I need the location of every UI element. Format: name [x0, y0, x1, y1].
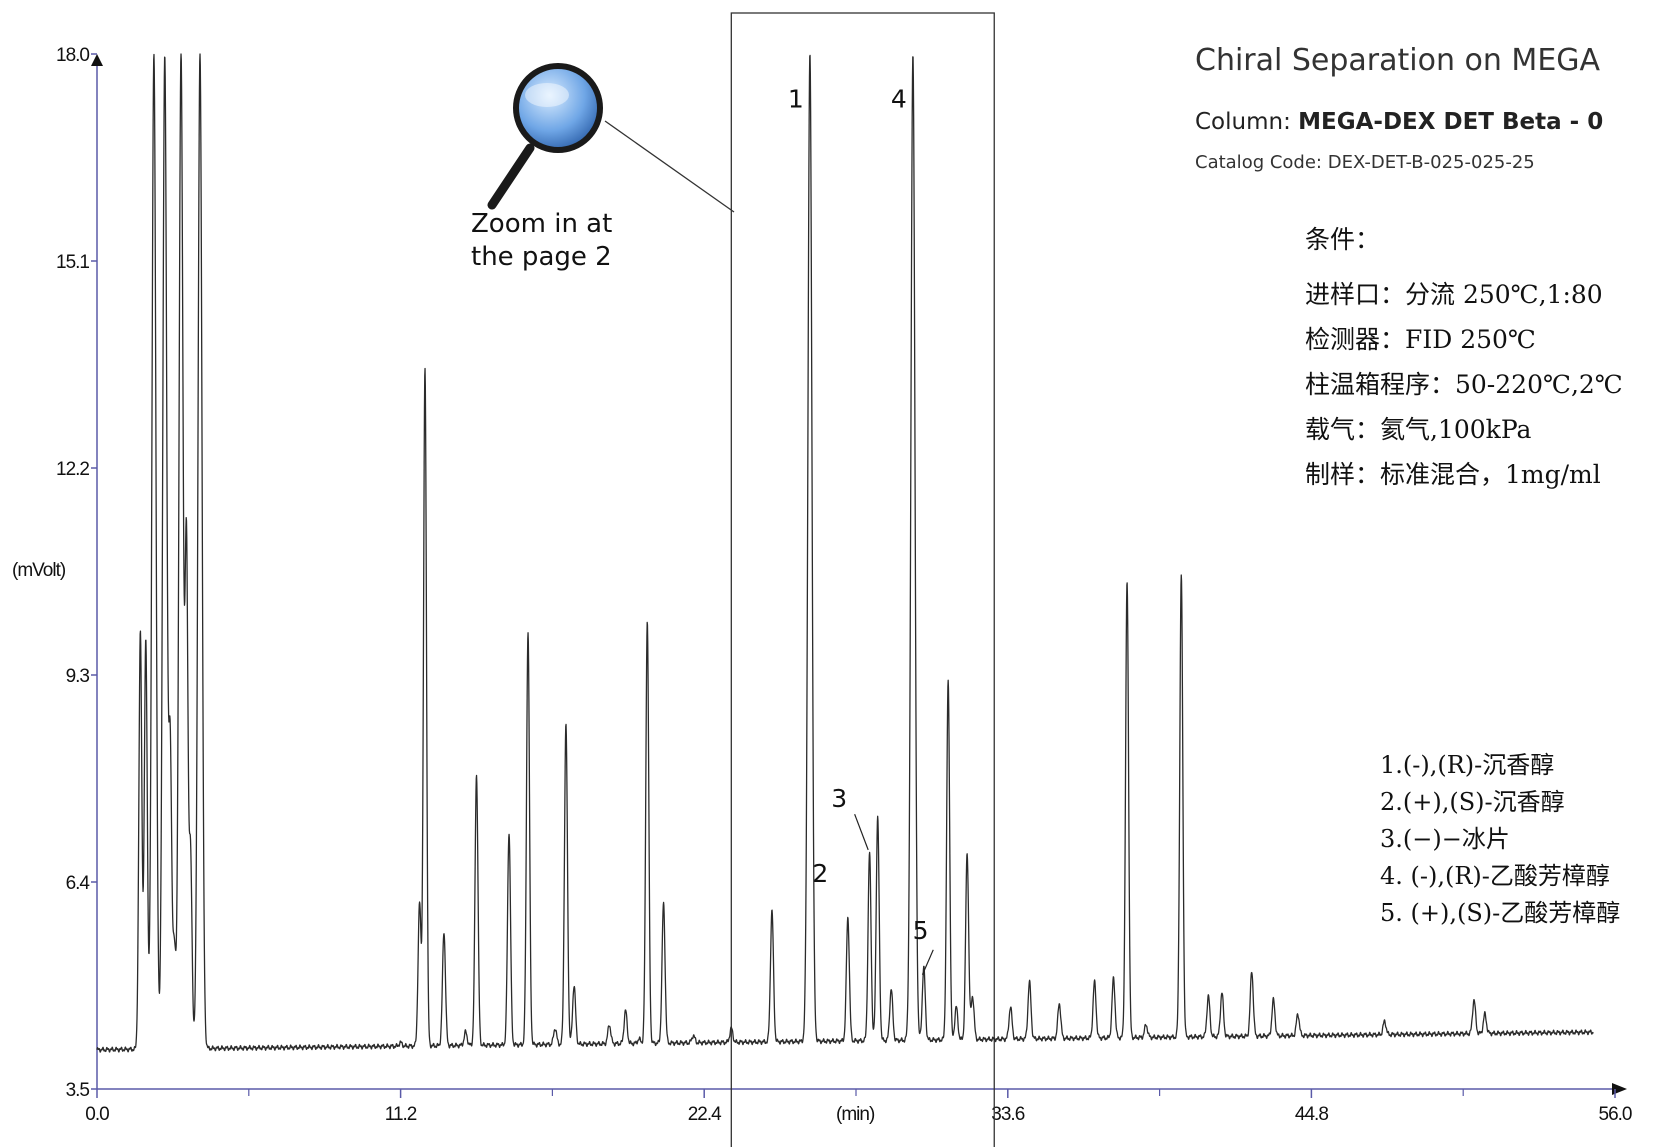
peak-number-label: 3 — [831, 784, 847, 813]
legend-entry: 4. (-),(R)-乙酸芳樟醇 — [1380, 862, 1610, 890]
legend-entry: 5. (+),(S)-乙酸芳樟醇 — [1380, 899, 1620, 927]
column-info: Chiral Separation on MEGA Column: MEGA-D… — [1195, 43, 1603, 173]
peak-number-label: 5 — [913, 916, 929, 945]
peak-number-label: 4 — [891, 85, 907, 114]
zoom-note-line1: Zoom in at — [471, 209, 612, 239]
y-tick-label: 15.1 — [56, 252, 89, 273]
legend-entry: 1.(-),(R)-沉香醇 — [1380, 751, 1554, 779]
peak-5-leader — [921, 949, 934, 976]
x-tick-label: 44.8 — [1295, 1104, 1328, 1125]
x-axis-label: (min) — [836, 1104, 875, 1125]
x-tick-label: 11.2 — [385, 1104, 417, 1125]
magnifier-glare — [525, 83, 569, 107]
column-prefix: Column: — [1195, 109, 1298, 135]
y-axis — [91, 54, 103, 1089]
column-line: Column: MEGA-DEX DET Beta - 0 — [1195, 109, 1603, 135]
condition-line: 检测器：FID 250℃ — [1305, 325, 1536, 354]
peak-number-label: 2 — [812, 859, 828, 888]
condition-line: 载气：氦气,100kPa — [1305, 415, 1532, 444]
magnifier-annotation: Zoom in at the page 2 — [471, 63, 735, 272]
chart-title: Chiral Separation on MEGA — [1195, 43, 1601, 78]
legend-entry: 3.(−)−冰片 — [1380, 825, 1510, 853]
zoom-note-line2: the page 2 — [471, 242, 612, 272]
peak-label-group: 1 4 3 2 5 — [788, 85, 934, 976]
catalog-code: Catalog Code: DEX-DET-B-025-025-25 — [1195, 152, 1535, 173]
condition-line: 制样：标准混合，1mg/ml — [1305, 460, 1601, 489]
column-name: MEGA-DEX DET Beta - 0 — [1298, 109, 1603, 135]
magnifier-icon — [513, 63, 603, 153]
y-tick-group: 3.5 6.4 9.3 12.2 15.1 18.0 — [56, 45, 97, 1101]
peak-number-label: 1 — [788, 85, 804, 114]
y-tick-label: 18.0 — [56, 45, 89, 66]
y-axis-label: (mVolt) — [12, 560, 66, 581]
x-tick-label: 0.0 — [85, 1104, 109, 1125]
conditions-block: 条件： 进样口：分流 250℃,1:80 检测器：FID 250℃ 柱温箱程序：… — [1305, 225, 1623, 489]
magnifier-handle — [487, 143, 535, 210]
conditions-heading: 条件： — [1305, 225, 1380, 254]
compound-legend: 1.(-),(R)-沉香醇 2.(+),(S)-沉香醇 3.(−)−冰片 4. … — [1380, 751, 1620, 927]
x-tick-label: 22.4 — [688, 1104, 722, 1125]
y-tick-label: 6.4 — [66, 873, 91, 894]
condition-line: 进样口：分流 250℃,1:80 — [1305, 280, 1603, 309]
x-tick-group: 0.0 11.2 22.4 33.6 44.8 56.0 — [85, 1089, 1633, 1125]
y-axis-arrow — [91, 54, 103, 66]
zoom-window-box — [730, 12, 995, 1147]
peak-3-leader — [854, 813, 869, 851]
x-axis — [97, 1083, 1627, 1095]
y-tick-label: 9.3 — [66, 666, 90, 687]
y-tick-label: 3.5 — [66, 1080, 90, 1101]
magnifier-connector-line — [604, 120, 735, 213]
y-tick-label: 12.2 — [56, 459, 89, 480]
chromatogram-trace — [96, 53, 1594, 1053]
x-tick-label: 56.0 — [1599, 1104, 1632, 1125]
legend-entry: 2.(+),(S)-沉香醇 — [1380, 788, 1565, 816]
x-tick-label: 33.6 — [991, 1104, 1024, 1125]
condition-line: 柱温箱程序：50-220℃,2℃ — [1305, 370, 1623, 399]
